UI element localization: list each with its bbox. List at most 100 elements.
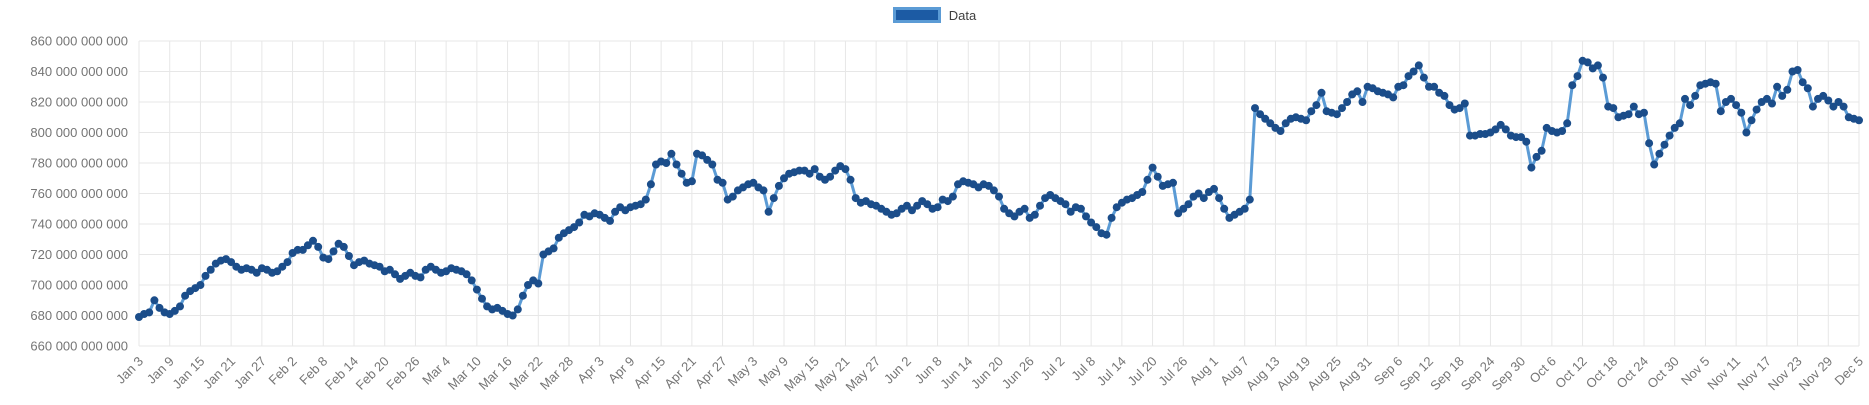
- data-point[interactable]: [206, 265, 215, 274]
- data-point[interactable]: [416, 273, 425, 282]
- data-point[interactable]: [1783, 85, 1792, 94]
- data-point[interactable]: [1563, 119, 1572, 128]
- data-point[interactable]: [1583, 58, 1592, 67]
- data-point[interactable]: [298, 245, 307, 254]
- data-point[interactable]: [570, 223, 579, 232]
- data-point[interactable]: [1409, 67, 1418, 76]
- data-point[interactable]: [1087, 218, 1096, 227]
- data-point[interactable]: [1716, 107, 1725, 116]
- data-point[interactable]: [391, 270, 399, 279]
- data-point[interactable]: [1768, 99, 1776, 108]
- data-point[interactable]: [1773, 82, 1782, 91]
- data-point[interactable]: [995, 192, 1003, 201]
- data-point[interactable]: [769, 194, 778, 203]
- data-point[interactable]: [749, 178, 758, 187]
- data-point[interactable]: [1092, 223, 1101, 232]
- data-point[interactable]: [1036, 201, 1044, 210]
- data-point[interactable]: [1522, 137, 1531, 146]
- data-point[interactable]: [508, 311, 517, 320]
- data-point[interactable]: [1686, 101, 1695, 110]
- data-point[interactable]: [1660, 140, 1669, 149]
- data-point[interactable]: [1256, 110, 1265, 119]
- data-point[interactable]: [1527, 163, 1536, 172]
- data-point[interactable]: [1839, 102, 1848, 111]
- data-point[interactable]: [1153, 172, 1162, 181]
- data-point[interactable]: [1640, 108, 1648, 117]
- data-point[interactable]: [524, 281, 532, 289]
- data-point[interactable]: [314, 242, 323, 251]
- data-point[interactable]: [1665, 131, 1674, 140]
- data-point[interactable]: [1030, 210, 1039, 219]
- data-point[interactable]: [1210, 184, 1218, 193]
- data-point[interactable]: [1834, 98, 1843, 106]
- data-point[interactable]: [344, 252, 353, 260]
- data-point[interactable]: [1742, 128, 1751, 137]
- data-point[interactable]: [467, 276, 476, 285]
- data-point[interactable]: [1803, 84, 1812, 93]
- data-point[interactable]: [1010, 212, 1019, 221]
- data-point[interactable]: [1066, 207, 1075, 216]
- data-point[interactable]: [1245, 195, 1254, 204]
- data-point[interactable]: [1517, 133, 1526, 142]
- data-point[interactable]: [923, 200, 932, 209]
- data-point[interactable]: [462, 270, 471, 279]
- data-point[interactable]: [687, 177, 696, 186]
- data-point[interactable]: [1829, 102, 1838, 111]
- data-point[interactable]: [636, 200, 645, 209]
- data-point[interactable]: [1501, 125, 1510, 134]
- data-point[interactable]: [1609, 104, 1618, 113]
- data-point[interactable]: [759, 186, 768, 195]
- data-point[interactable]: [646, 180, 655, 189]
- data-point[interactable]: [273, 267, 282, 276]
- data-points[interactable]: [135, 56, 1863, 321]
- data-point[interactable]: [1148, 163, 1157, 172]
- data-point[interactable]: [703, 155, 712, 164]
- data-point[interactable]: [1629, 102, 1638, 111]
- data-point[interactable]: [478, 294, 486, 303]
- data-point[interactable]: [718, 178, 727, 187]
- data-point[interactable]: [309, 236, 317, 245]
- data-point[interactable]: [662, 159, 671, 167]
- data-point[interactable]: [329, 247, 338, 256]
- data-point[interactable]: [1317, 88, 1326, 97]
- data-point[interactable]: [1240, 204, 1249, 213]
- data-point[interactable]: [1143, 175, 1152, 184]
- data-point[interactable]: [1568, 81, 1577, 90]
- data-point[interactable]: [708, 160, 717, 169]
- data-point[interactable]: [176, 302, 184, 311]
- data-point[interactable]: [1199, 194, 1208, 203]
- data-point[interactable]: [1414, 61, 1423, 70]
- data-point[interactable]: [1343, 98, 1352, 106]
- data-point[interactable]: [1675, 119, 1684, 128]
- data-point[interactable]: [1491, 125, 1500, 134]
- data-point[interactable]: [1798, 78, 1807, 87]
- data-point[interactable]: [826, 172, 835, 181]
- data-point[interactable]: [902, 201, 911, 210]
- data-point[interactable]: [810, 165, 819, 174]
- data-point[interactable]: [375, 262, 384, 271]
- data-point[interactable]: [780, 174, 788, 183]
- data-point[interactable]: [774, 181, 783, 190]
- data-point[interactable]: [1399, 81, 1408, 90]
- data-point[interactable]: [846, 175, 855, 184]
- data-point[interactable]: [1532, 152, 1541, 161]
- data-point[interactable]: [1691, 91, 1700, 100]
- data-point[interactable]: [1112, 203, 1121, 212]
- data-point[interactable]: [611, 207, 620, 216]
- data-point[interactable]: [1732, 101, 1741, 110]
- data-point[interactable]: [1312, 101, 1321, 110]
- data-point[interactable]: [1650, 160, 1659, 169]
- data-point[interactable]: [518, 291, 527, 300]
- data-point[interactable]: [150, 296, 159, 305]
- data-point[interactable]: [1681, 94, 1689, 103]
- data-point[interactable]: [1455, 104, 1464, 113]
- data-point[interactable]: [1184, 200, 1193, 209]
- data-point[interactable]: [1419, 73, 1428, 82]
- data-point[interactable]: [728, 192, 737, 201]
- data-point[interactable]: [1020, 204, 1029, 213]
- data-point[interactable]: [841, 165, 850, 174]
- data-point[interactable]: [1855, 116, 1863, 125]
- data-point[interactable]: [575, 218, 584, 227]
- data-point[interactable]: [913, 201, 922, 210]
